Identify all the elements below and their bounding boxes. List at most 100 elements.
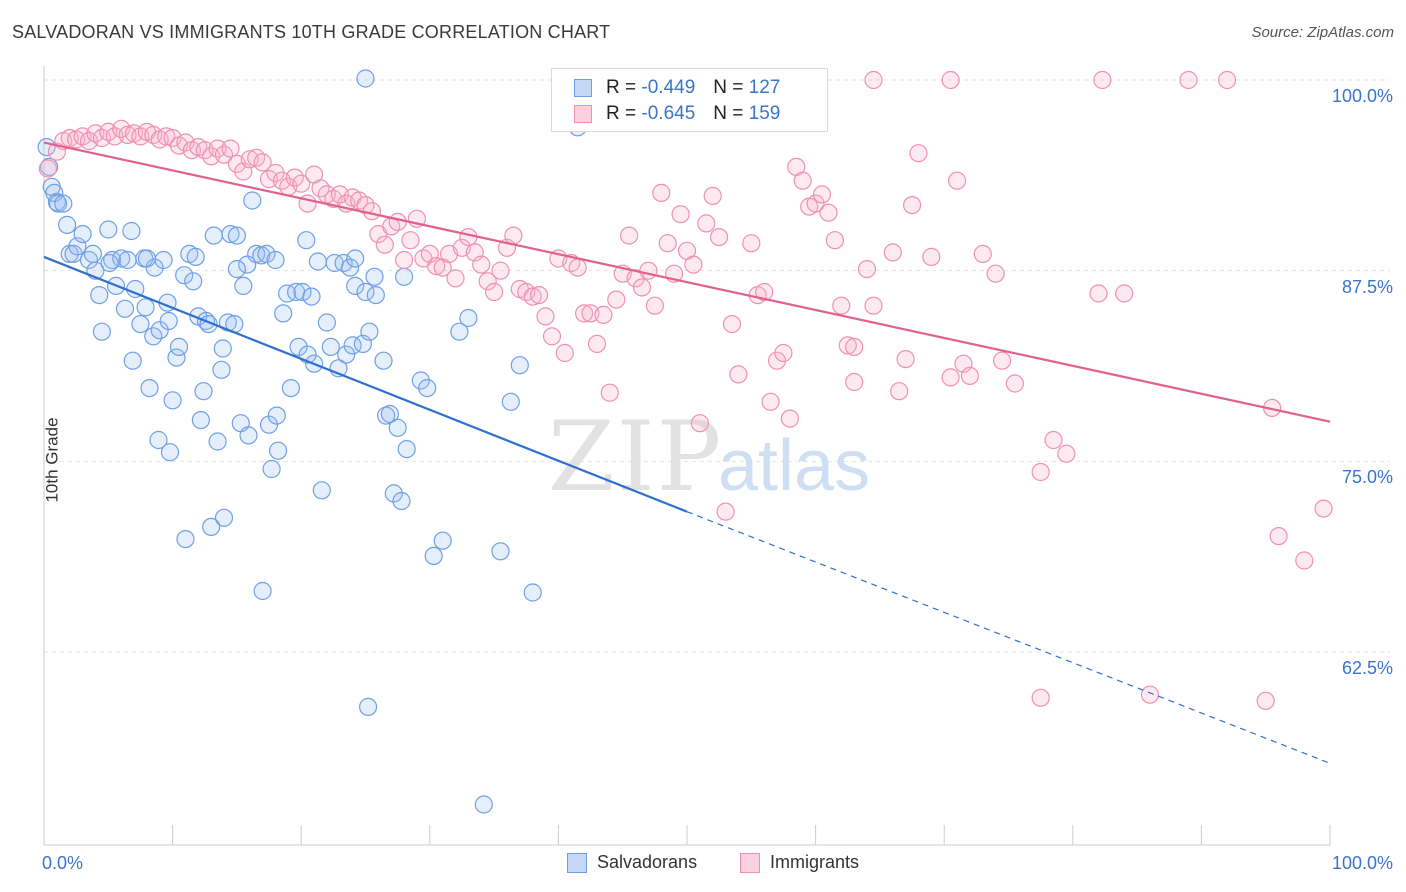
data-point xyxy=(909,144,928,163)
y-axis-label: 10th Grade xyxy=(42,417,62,503)
data-point xyxy=(716,502,735,521)
trend-line xyxy=(43,255,688,513)
data-point xyxy=(112,249,131,268)
data-point xyxy=(48,194,68,213)
data-point xyxy=(845,372,864,392)
data-point xyxy=(312,481,331,500)
x-tick-label-max: 100.0% xyxy=(1331,853,1393,873)
r-label: R = xyxy=(606,103,637,124)
data-point xyxy=(297,231,316,250)
trend-line-extension xyxy=(686,511,1331,764)
data-point xyxy=(857,260,877,279)
data-point xyxy=(722,315,742,334)
data-point xyxy=(941,368,960,387)
data-point xyxy=(755,282,774,302)
data-point xyxy=(574,304,594,323)
data-point xyxy=(780,409,800,428)
data-point xyxy=(424,546,443,566)
data-point xyxy=(960,366,980,385)
r-value: -0.645 xyxy=(641,103,696,124)
data-point xyxy=(418,379,437,398)
data-point xyxy=(136,298,155,317)
data-point xyxy=(864,296,883,315)
data-point xyxy=(92,322,112,341)
data-point xyxy=(1044,430,1063,450)
data-point xyxy=(154,250,173,270)
data-point xyxy=(360,322,379,341)
data-point xyxy=(356,69,375,88)
data-point xyxy=(281,379,300,398)
data-point xyxy=(239,426,258,445)
x-tick-label-min: 0.0% xyxy=(42,853,84,873)
data-point xyxy=(510,356,529,375)
data-point xyxy=(523,583,542,602)
data-point xyxy=(896,350,915,369)
data-point xyxy=(221,139,240,158)
data-point xyxy=(639,261,658,280)
data-point xyxy=(137,249,156,268)
data-point xyxy=(845,337,864,356)
data-point xyxy=(38,159,58,178)
data-point xyxy=(374,351,393,370)
data-point xyxy=(536,307,555,326)
data-point xyxy=(600,383,619,402)
legend-item-salvadorans[interactable]: Salvadorans xyxy=(567,852,697,873)
trend-lines xyxy=(43,141,1331,764)
data-point xyxy=(140,379,159,398)
data-point xyxy=(54,194,73,213)
data-point xyxy=(359,697,378,717)
data-point xyxy=(1057,444,1076,463)
data-point xyxy=(212,360,231,379)
data-point xyxy=(619,226,639,245)
data-point xyxy=(169,337,189,356)
data-point xyxy=(832,296,851,315)
n-label: N = xyxy=(713,77,744,98)
data-point xyxy=(269,441,288,460)
data-point xyxy=(163,391,182,410)
data-point xyxy=(812,185,832,204)
legend-item-immigrants[interactable]: Immigrants xyxy=(740,852,859,873)
data-point xyxy=(1005,374,1025,393)
r-label: R = xyxy=(606,77,637,98)
data-point xyxy=(302,287,321,306)
data-point xyxy=(992,351,1012,370)
data-point xyxy=(90,286,109,305)
data-point xyxy=(645,296,665,315)
data-point xyxy=(118,250,137,270)
data-point xyxy=(149,430,168,450)
data-point xyxy=(478,272,497,291)
data-point xyxy=(278,284,297,303)
data-point xyxy=(388,212,407,231)
data-point xyxy=(362,202,381,221)
data-point xyxy=(308,252,327,271)
data-point xyxy=(321,337,340,356)
data-point xyxy=(973,244,992,263)
y-tick-label: 100.0% xyxy=(1331,86,1393,106)
trend-line xyxy=(43,141,1331,423)
data-point xyxy=(259,415,279,434)
data-point xyxy=(555,343,574,363)
data-point xyxy=(346,249,365,268)
n-value: 127 xyxy=(748,77,781,98)
data-point xyxy=(208,432,227,451)
data-point xyxy=(392,491,411,511)
data-point xyxy=(902,196,922,215)
data-point xyxy=(697,214,716,233)
data-point xyxy=(652,183,671,202)
data-point xyxy=(1115,284,1134,303)
data-point xyxy=(474,795,493,814)
data-point xyxy=(607,290,626,309)
data-point xyxy=(1269,526,1288,546)
data-point xyxy=(384,484,403,503)
data-point xyxy=(450,322,469,341)
data-point xyxy=(568,258,587,277)
data-point xyxy=(793,171,812,190)
data-point xyxy=(122,221,141,241)
data-point xyxy=(825,231,845,250)
salvadorans-points xyxy=(37,69,587,814)
data-point xyxy=(684,255,703,274)
data-point xyxy=(115,299,135,318)
data-point xyxy=(485,282,504,302)
data-point xyxy=(266,250,285,270)
